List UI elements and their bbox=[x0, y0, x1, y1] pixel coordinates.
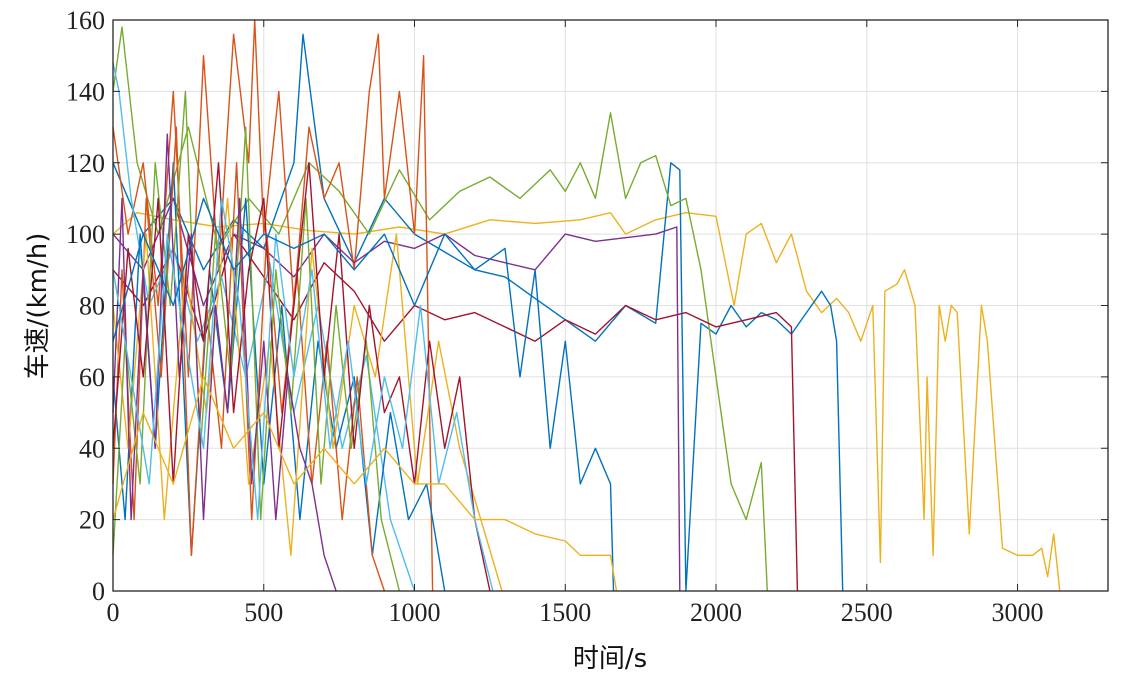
y-tick-label: 140 bbox=[66, 77, 105, 106]
y-axis-ticks: 0 20 40 60 80 100 120 140 160 bbox=[66, 6, 1108, 606]
series-line-6 bbox=[112, 197, 681, 592]
x-tick-label: 500 bbox=[244, 598, 283, 627]
y-tick-label: 0 bbox=[92, 577, 105, 606]
x-axis-label: 时间/s bbox=[573, 644, 647, 674]
series-group bbox=[112, 19, 1061, 592]
x-tick-label: 1000 bbox=[389, 598, 441, 627]
y-tick-label: 160 bbox=[66, 6, 105, 35]
series-line-10 bbox=[112, 197, 503, 592]
series-line-8 bbox=[112, 162, 446, 592]
x-tick-label: 2000 bbox=[690, 598, 742, 627]
series-line-16 bbox=[112, 376, 618, 592]
y-axis-label: 车速/(km/h) bbox=[23, 233, 53, 380]
x-tick-label: 3000 bbox=[992, 598, 1044, 627]
series-line-1 bbox=[112, 211, 1061, 592]
series-line-9 bbox=[112, 126, 386, 592]
series-line-12 bbox=[112, 133, 337, 592]
y-tick-label: 120 bbox=[66, 149, 105, 178]
y-tick-label: 60 bbox=[79, 363, 105, 392]
y-tick-label: 100 bbox=[66, 220, 105, 249]
series-line-11 bbox=[112, 90, 401, 592]
series-line-14 bbox=[112, 197, 494, 592]
x-tick-label: 0 bbox=[107, 598, 120, 627]
series-line-5 bbox=[112, 19, 434, 592]
x-axis-ticks: 0 500 1000 1500 2000 2500 3000 bbox=[107, 20, 1044, 627]
y-tick-label: 20 bbox=[79, 506, 105, 535]
series-line-15 bbox=[112, 197, 615, 592]
x-tick-label: 2500 bbox=[841, 598, 893, 627]
y-tick-label: 40 bbox=[79, 434, 105, 463]
series-line-2 bbox=[112, 33, 844, 592]
x-tick-label: 1500 bbox=[539, 598, 591, 627]
y-tick-label: 80 bbox=[79, 292, 105, 321]
